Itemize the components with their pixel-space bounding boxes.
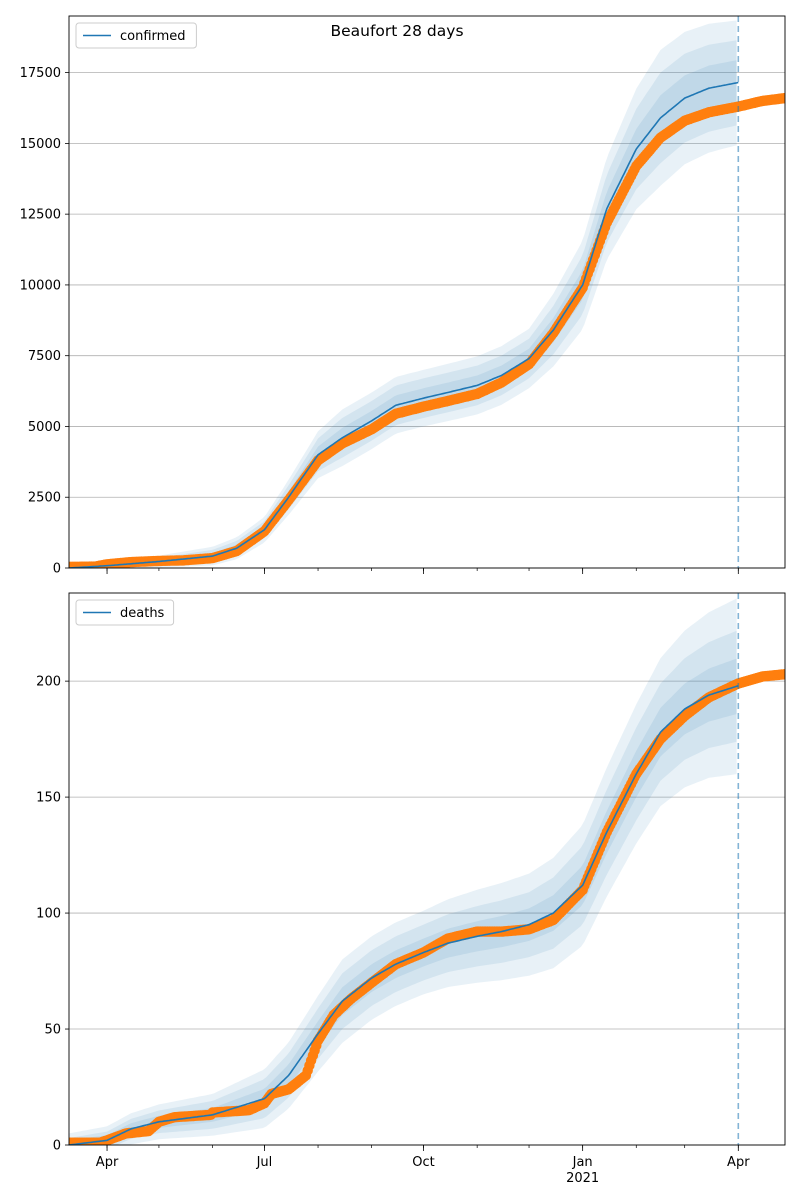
legend-label: deaths bbox=[120, 606, 165, 621]
y-tick-label: 2500 bbox=[28, 491, 61, 506]
y-tick-label: 50 bbox=[44, 1023, 61, 1038]
confidence-band-2 bbox=[69, 630, 737, 1145]
observed-point bbox=[779, 669, 785, 680]
y-tick-label: 15000 bbox=[20, 137, 61, 152]
y-tick-label: 200 bbox=[36, 675, 61, 690]
y-tick-label: 0 bbox=[53, 1139, 61, 1154]
chart-panel-1: 0 2500 5000 7500 10000 12500 15000 17500 confirm… bbox=[20, 15, 786, 577]
legend: confirmed bbox=[75, 22, 197, 49]
y-tick-label: 150 bbox=[36, 791, 61, 806]
x-tick-label: Oct bbox=[412, 1155, 434, 1170]
plot-area bbox=[69, 598, 785, 1145]
y-tick-label: 7500 bbox=[28, 349, 61, 364]
y-tick-label: 12500 bbox=[20, 208, 61, 223]
observed-point bbox=[779, 92, 785, 104]
confidence-band-3 bbox=[69, 598, 737, 1145]
model-line bbox=[69, 685, 739, 1145]
chart-title: Beaufort 28 days bbox=[330, 22, 463, 40]
confidence-band-1 bbox=[69, 60, 737, 568]
x-tick-label: Jul bbox=[256, 1155, 273, 1170]
y-tick-label: 17500 bbox=[20, 66, 61, 81]
axes-frame bbox=[68, 592, 786, 1146]
plot-area bbox=[69, 20, 785, 568]
legend-box bbox=[75, 599, 175, 626]
confidence-band-1 bbox=[69, 658, 737, 1145]
model-line bbox=[69, 81, 739, 568]
legend: deaths bbox=[75, 599, 175, 626]
legend-box bbox=[75, 22, 197, 49]
axes-frame bbox=[68, 15, 786, 569]
confidence-band-2 bbox=[69, 40, 737, 568]
y-tick-label: 10000 bbox=[20, 278, 61, 293]
y-tick-label: 100 bbox=[36, 907, 61, 922]
x-year-label: 2021 bbox=[566, 1171, 599, 1186]
y-tick-label: 5000 bbox=[28, 420, 61, 435]
confidence-band-3 bbox=[69, 20, 737, 568]
x-tick-label: Apr bbox=[727, 1155, 750, 1170]
x-tick-label: Jan bbox=[572, 1155, 593, 1170]
x-tick-label: Apr bbox=[96, 1155, 119, 1170]
chart-panel-2: 0 50 100 150 200 Apr Jul Oct Jan Apr 2021 deaths bbox=[36, 592, 786, 1186]
y-tick-label: 0 bbox=[53, 562, 61, 577]
legend-label: confirmed bbox=[120, 29, 186, 44]
